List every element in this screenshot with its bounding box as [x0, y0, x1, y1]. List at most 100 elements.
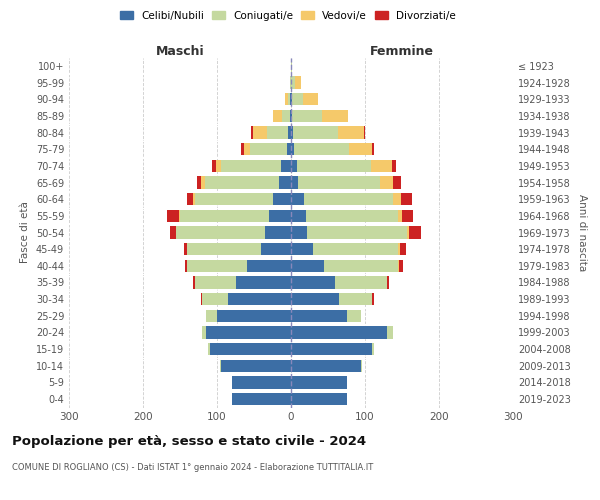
Bar	[338, 126, 364, 139]
Bar	[291, 376, 347, 389]
Bar	[288, 93, 290, 106]
Bar	[322, 110, 348, 122]
Bar	[291, 360, 361, 372]
Bar	[303, 93, 317, 106]
Bar	[273, 110, 282, 122]
Bar	[291, 226, 307, 239]
Bar	[187, 260, 247, 272]
Bar	[269, 210, 291, 222]
Bar	[361, 360, 362, 372]
Bar	[285, 93, 288, 106]
Bar	[176, 226, 265, 239]
Bar	[187, 243, 262, 256]
Bar	[291, 110, 292, 122]
Bar	[193, 276, 195, 289]
Bar	[291, 60, 292, 72]
Bar	[401, 193, 412, 205]
Bar	[407, 226, 409, 239]
Bar	[187, 193, 193, 205]
Bar	[295, 76, 301, 89]
Bar	[279, 176, 291, 189]
Bar	[253, 126, 268, 139]
Bar	[184, 243, 187, 256]
Bar	[290, 110, 291, 122]
Bar	[304, 193, 393, 205]
Bar	[247, 260, 291, 272]
Bar	[202, 326, 206, 339]
Y-axis label: Fasce di età: Fasce di età	[20, 202, 30, 264]
Bar	[398, 260, 399, 272]
Bar	[220, 360, 221, 372]
Bar	[291, 210, 306, 222]
Bar	[212, 160, 215, 172]
Bar	[291, 76, 295, 89]
Bar	[291, 160, 297, 172]
Bar	[393, 176, 401, 189]
Bar	[335, 276, 387, 289]
Bar	[380, 176, 393, 189]
Bar	[217, 310, 291, 322]
Bar	[265, 226, 291, 239]
Bar	[170, 226, 176, 239]
Bar	[292, 110, 322, 122]
Bar	[290, 76, 291, 89]
Bar	[215, 160, 221, 172]
Bar	[268, 126, 288, 139]
Bar	[282, 110, 290, 122]
Bar	[293, 126, 338, 139]
Bar	[228, 293, 291, 306]
Bar	[291, 176, 298, 189]
Bar	[221, 360, 291, 372]
Y-axis label: Anni di nascita: Anni di nascita	[577, 194, 587, 271]
Bar	[287, 143, 291, 156]
Bar	[288, 126, 291, 139]
Bar	[179, 210, 180, 222]
Bar	[197, 176, 202, 189]
Bar	[339, 293, 373, 306]
Bar	[180, 210, 269, 222]
Bar	[398, 243, 400, 256]
Bar	[251, 126, 253, 139]
Bar	[281, 160, 291, 172]
Text: COMUNE DI ROGLIANO (CS) - Dati ISTAT 1° gennaio 2024 - Elaborazione TUTTITALIA.I: COMUNE DI ROGLIANO (CS) - Dati ISTAT 1° …	[12, 462, 373, 471]
Bar	[292, 93, 303, 106]
Bar	[167, 210, 179, 222]
Bar	[291, 326, 387, 339]
Legend: Celibi/Nubili, Coniugati/e, Vedovi/e, Divorziati/e: Celibi/Nubili, Coniugati/e, Vedovi/e, Di…	[117, 8, 459, 24]
Bar	[387, 276, 389, 289]
Bar	[399, 260, 403, 272]
Bar	[232, 393, 291, 406]
Bar	[290, 93, 291, 106]
Bar	[193, 193, 195, 205]
Bar	[250, 143, 287, 156]
Bar	[373, 343, 374, 355]
Bar	[206, 326, 291, 339]
Bar	[373, 293, 374, 306]
Bar	[291, 143, 294, 156]
Bar	[291, 293, 339, 306]
Bar	[202, 293, 228, 306]
Bar	[371, 160, 392, 172]
Bar	[205, 176, 279, 189]
Bar	[392, 160, 396, 172]
Bar	[398, 210, 402, 222]
Bar	[241, 143, 244, 156]
Text: Popolazione per età, sesso e stato civile - 2024: Popolazione per età, sesso e stato civil…	[12, 435, 366, 448]
Bar	[347, 310, 361, 322]
Bar	[202, 176, 205, 189]
Bar	[208, 343, 209, 355]
Bar	[291, 260, 325, 272]
Bar	[232, 376, 291, 389]
Text: Maschi: Maschi	[155, 44, 205, 58]
Bar	[393, 193, 401, 205]
Bar	[291, 126, 293, 139]
Bar	[371, 143, 374, 156]
Bar	[221, 160, 281, 172]
Bar	[291, 193, 304, 205]
Bar	[209, 343, 291, 355]
Bar	[291, 276, 335, 289]
Bar	[364, 126, 365, 139]
Bar	[297, 160, 371, 172]
Bar	[235, 276, 291, 289]
Bar	[325, 260, 398, 272]
